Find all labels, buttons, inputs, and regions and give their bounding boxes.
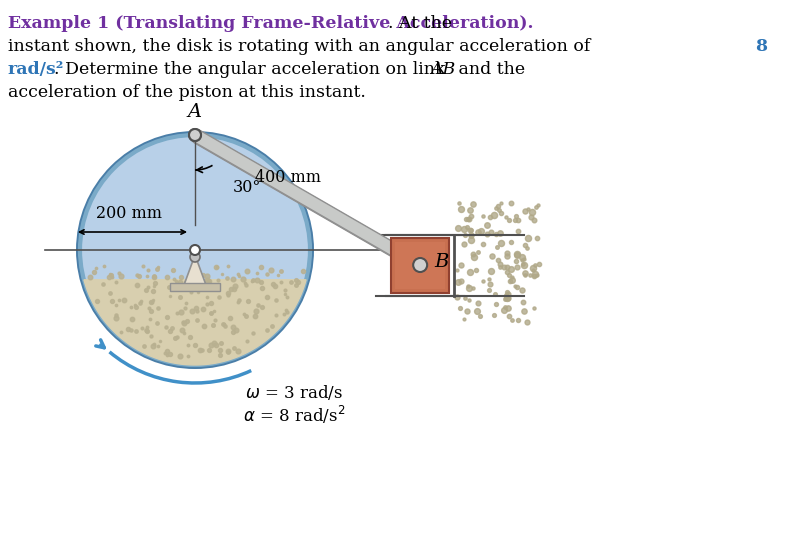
Text: $\omega$ = 3 rad/s: $\omega$ = 3 rad/s [245, 382, 343, 401]
Circle shape [413, 258, 427, 272]
Circle shape [190, 252, 200, 262]
Text: rad/s²: rad/s² [8, 61, 64, 78]
Polygon shape [184, 255, 206, 285]
Text: 8: 8 [755, 38, 767, 55]
Text: 200 mm: 200 mm [96, 205, 163, 222]
Text: . At the: . At the [388, 15, 452, 32]
Circle shape [189, 129, 201, 141]
Text: AB: AB [430, 61, 456, 78]
Text: A: A [188, 103, 202, 121]
Text: 30°: 30° [233, 179, 261, 195]
Circle shape [190, 245, 200, 255]
Polygon shape [192, 129, 423, 271]
Text: acceleration of the piston at this instant.: acceleration of the piston at this insta… [8, 84, 366, 101]
Text: B: B [434, 253, 448, 271]
Polygon shape [84, 280, 306, 365]
Circle shape [80, 135, 310, 365]
FancyBboxPatch shape [170, 283, 220, 291]
Text: and the: and the [453, 61, 525, 78]
Polygon shape [193, 131, 425, 272]
Circle shape [76, 131, 314, 369]
Text: $\alpha$ = 8 rad/s$^2$: $\alpha$ = 8 rad/s$^2$ [243, 404, 346, 426]
Text: 400 mm: 400 mm [254, 169, 321, 186]
Text: instant shown, the disk is rotating with an angular acceleration of: instant shown, the disk is rotating with… [8, 38, 602, 55]
Circle shape [189, 129, 201, 141]
FancyBboxPatch shape [395, 241, 445, 289]
FancyBboxPatch shape [391, 238, 449, 292]
Text: . Determine the angular acceleration on link: . Determine the angular acceleration on … [54, 61, 451, 78]
Text: Example 1 (Translating Frame-Relative Acceleration).: Example 1 (Translating Frame-Relative Ac… [8, 15, 533, 32]
